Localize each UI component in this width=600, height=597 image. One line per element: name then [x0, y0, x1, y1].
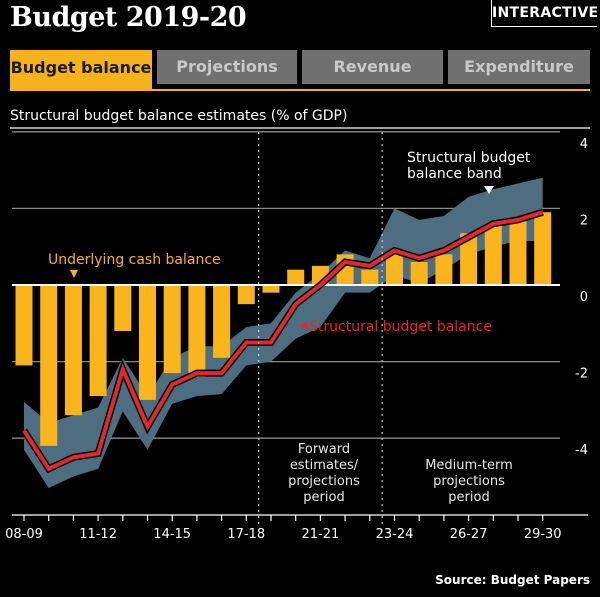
y-tick-label: 4: [580, 137, 588, 152]
y-tick-label: -2: [575, 367, 588, 382]
line-pointer-icon: [299, 322, 307, 330]
structural-line: [22, 210, 544, 472]
x-axis: 08-09 11-12 14-15 17-18 21-21 23-24 26-27 29-30: [5, 514, 588, 542]
medium-label-1: Medium-term: [425, 458, 513, 473]
structural-line-label: Structural budget balance: [309, 319, 492, 335]
bar-10-11: [64, 285, 82, 416]
bar-27-28: [484, 225, 502, 285]
bar-09-10: [40, 285, 58, 446]
source-note: Source: Budget Papers: [435, 573, 590, 587]
band-pointer-icon: [484, 186, 494, 194]
bar-11-12: [89, 285, 107, 397]
interactive-badge: INTERACTIVE: [491, 0, 598, 27]
bar-08-09: [15, 285, 33, 366]
bar-16-17: [213, 285, 231, 358]
tab-bar: Budget balance Projections Revenue Expen…: [10, 50, 590, 91]
bar-14-15: [163, 285, 181, 374]
forward-label-3: projections: [288, 474, 360, 489]
tab-revenue[interactable]: Revenue: [302, 50, 443, 84]
bar-25-26: [435, 254, 453, 285]
x-tick-label: 26-27: [450, 527, 488, 542]
x-tick-label: 23-24: [376, 527, 414, 542]
bar-17-18: [237, 285, 255, 305]
bar-28-29: [509, 219, 527, 285]
bar-18-19: [262, 285, 280, 293]
medium-label-3: period: [448, 490, 489, 505]
x-tick-label: 11-12: [79, 527, 117, 542]
band-label-line1: Structural budget: [407, 150, 531, 166]
tab-budget-balance[interactable]: Budget balance: [10, 50, 152, 90]
x-tick-label: 17-18: [227, 527, 265, 542]
x-tick-label: 14-15: [153, 527, 191, 542]
y-tick-label: 2: [580, 213, 588, 228]
bar-19-20: [287, 269, 305, 285]
y-tick-label: 0: [580, 290, 588, 305]
bar-layer: [15, 212, 552, 446]
band-label-line2: balance band: [407, 166, 502, 182]
bar-12-13: [114, 285, 132, 331]
forward-label-2: estimates/: [290, 458, 359, 473]
tab-underline: [10, 89, 590, 91]
line-layer: [21, 208, 544, 474]
cash-balance-label: Underlying cash balance: [48, 252, 221, 268]
x-tick-label: 21-21: [302, 527, 340, 542]
forward-label-1: Forward: [298, 442, 350, 457]
x-tick-label: 29-30: [524, 527, 562, 542]
medium-label-2: projections: [433, 474, 505, 489]
page-title: Budget 2019-20: [10, 2, 247, 33]
y-tick-labels: 4 2 0 -2 -4: [575, 137, 588, 458]
bar-13-14: [139, 285, 156, 400]
y-tick-label: -4: [575, 443, 588, 458]
bar-26-27: [460, 233, 478, 285]
tab-projections[interactable]: Projections: [157, 50, 297, 84]
forward-label-4: period: [303, 490, 344, 505]
x-tick-label: 08-09: [5, 527, 43, 542]
bar-23-24: [386, 254, 403, 285]
bar-29-30: [534, 212, 552, 285]
bar-15-16: [188, 285, 206, 377]
cash-balance-pointer-icon: [70, 270, 78, 278]
bar-24-25: [410, 262, 428, 285]
tab-expenditure[interactable]: Expenditure: [448, 50, 590, 84]
bar-22-23: [361, 269, 379, 285]
chart-title: Structural budget balance estimates (% o…: [10, 108, 348, 124]
